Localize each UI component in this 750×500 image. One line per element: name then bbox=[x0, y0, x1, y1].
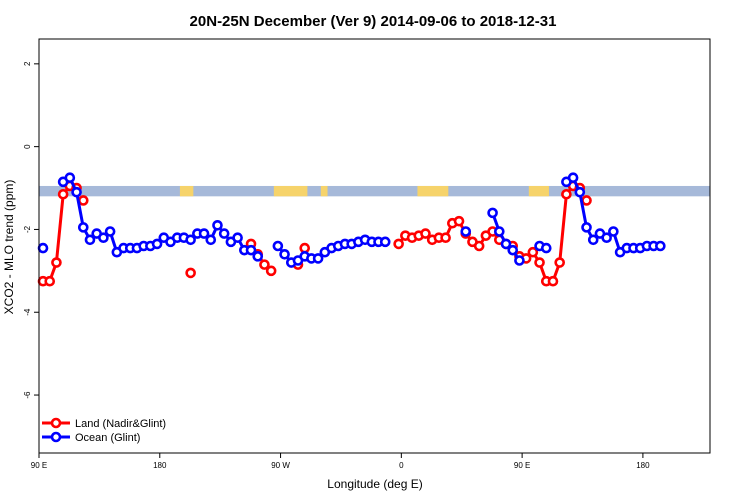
map-strip-ocean bbox=[39, 185, 710, 197]
ocean-point bbox=[494, 226, 505, 237]
land-point bbox=[259, 259, 270, 270]
land-point bbox=[561, 188, 572, 200]
land-point bbox=[44, 275, 56, 287]
land-point bbox=[473, 240, 485, 252]
x-axis-label: Longitude (deg E) bbox=[327, 477, 422, 491]
ocean-point bbox=[279, 248, 290, 260]
plot-area bbox=[37, 38, 711, 454]
ocean-point bbox=[37, 242, 49, 254]
land-point bbox=[185, 267, 196, 279]
ocean-point bbox=[487, 207, 498, 219]
ocean-point bbox=[567, 172, 579, 183]
map-strip-land bbox=[273, 185, 308, 197]
ocean-point bbox=[64, 172, 76, 183]
ocean-point bbox=[500, 238, 512, 250]
land-point bbox=[57, 188, 69, 200]
ocean-point bbox=[655, 240, 666, 252]
ocean-point bbox=[77, 222, 89, 233]
map-strip-land bbox=[179, 185, 194, 197]
legend-ocean-label: Ocean (Glint) bbox=[75, 432, 140, 444]
x-tick-label: 90 E bbox=[514, 461, 530, 470]
ocean-point bbox=[272, 240, 284, 252]
ocean-point bbox=[185, 234, 196, 246]
land-point bbox=[527, 246, 539, 258]
land-point bbox=[77, 195, 89, 206]
ocean-point bbox=[581, 222, 592, 233]
land-series-line bbox=[43, 184, 78, 283]
ocean-point bbox=[608, 226, 619, 237]
ocean-point bbox=[540, 242, 552, 254]
y-tick-label: -2 bbox=[23, 225, 32, 233]
land-point bbox=[581, 195, 592, 206]
legend-land-label: Land (Nadir&Glint) bbox=[75, 418, 166, 430]
ocean-point bbox=[151, 238, 163, 250]
land-point bbox=[534, 257, 545, 268]
ocean-point bbox=[514, 255, 525, 266]
chart-title: 20N-25N December (Ver 9) 2014-09-06 to 2… bbox=[190, 13, 557, 30]
legend-ocean-marker bbox=[50, 431, 62, 443]
ocean-point bbox=[587, 234, 599, 246]
x-tick-label: 90 E bbox=[31, 461, 47, 470]
ocean-point bbox=[460, 226, 472, 237]
land-point bbox=[554, 257, 565, 268]
x-tick-label: 0 bbox=[399, 461, 404, 470]
ocean-point bbox=[212, 220, 223, 231]
land-point bbox=[299, 242, 311, 254]
ocean-point bbox=[379, 236, 391, 248]
ocean-point bbox=[312, 253, 324, 264]
legend-land-marker bbox=[50, 417, 62, 429]
y-tick-label: -6 bbox=[23, 391, 32, 399]
map-strip-land bbox=[417, 185, 449, 197]
ocean-point bbox=[507, 244, 519, 256]
x-axis: 90 E 180 90 W 0 90 E 180 bbox=[31, 453, 650, 470]
y-tick-label: -4 bbox=[23, 308, 32, 316]
map-strip-land bbox=[320, 185, 328, 197]
legend: Land (Nadir&Glint) Ocean (Glint) bbox=[42, 417, 166, 444]
ocean-point bbox=[98, 232, 109, 244]
ocean-point bbox=[232, 232, 243, 244]
y-tick-label: 0 bbox=[23, 144, 32, 149]
land-point bbox=[51, 257, 62, 268]
ocean-point bbox=[245, 244, 257, 256]
map-strip-land bbox=[528, 185, 549, 197]
land-point bbox=[265, 265, 277, 277]
land-point bbox=[393, 238, 404, 250]
y-tick-label: 2 bbox=[23, 61, 32, 66]
ocean-point bbox=[218, 228, 230, 239]
land-point bbox=[420, 228, 431, 239]
ocean-point bbox=[252, 251, 264, 262]
land-point bbox=[547, 275, 559, 287]
ocean-point bbox=[601, 232, 612, 244]
land-point bbox=[440, 232, 451, 244]
plot-frame bbox=[38, 38, 711, 454]
y-axis: 2 0 -2 -4 -6 bbox=[23, 61, 39, 399]
x-tick-label: 180 bbox=[153, 461, 167, 470]
ocean-point bbox=[71, 186, 82, 198]
y-axis-label: XCO2 - MLO trend (ppm) bbox=[2, 180, 16, 315]
ocean-point bbox=[104, 226, 116, 237]
land-point bbox=[453, 215, 465, 227]
ocean-point bbox=[198, 228, 210, 239]
ocean-point bbox=[574, 186, 586, 198]
x-tick-label: 90 W bbox=[271, 461, 290, 470]
x-tick-label: 180 bbox=[636, 461, 650, 470]
ocean-point bbox=[84, 234, 96, 246]
ocean-point bbox=[205, 234, 217, 246]
